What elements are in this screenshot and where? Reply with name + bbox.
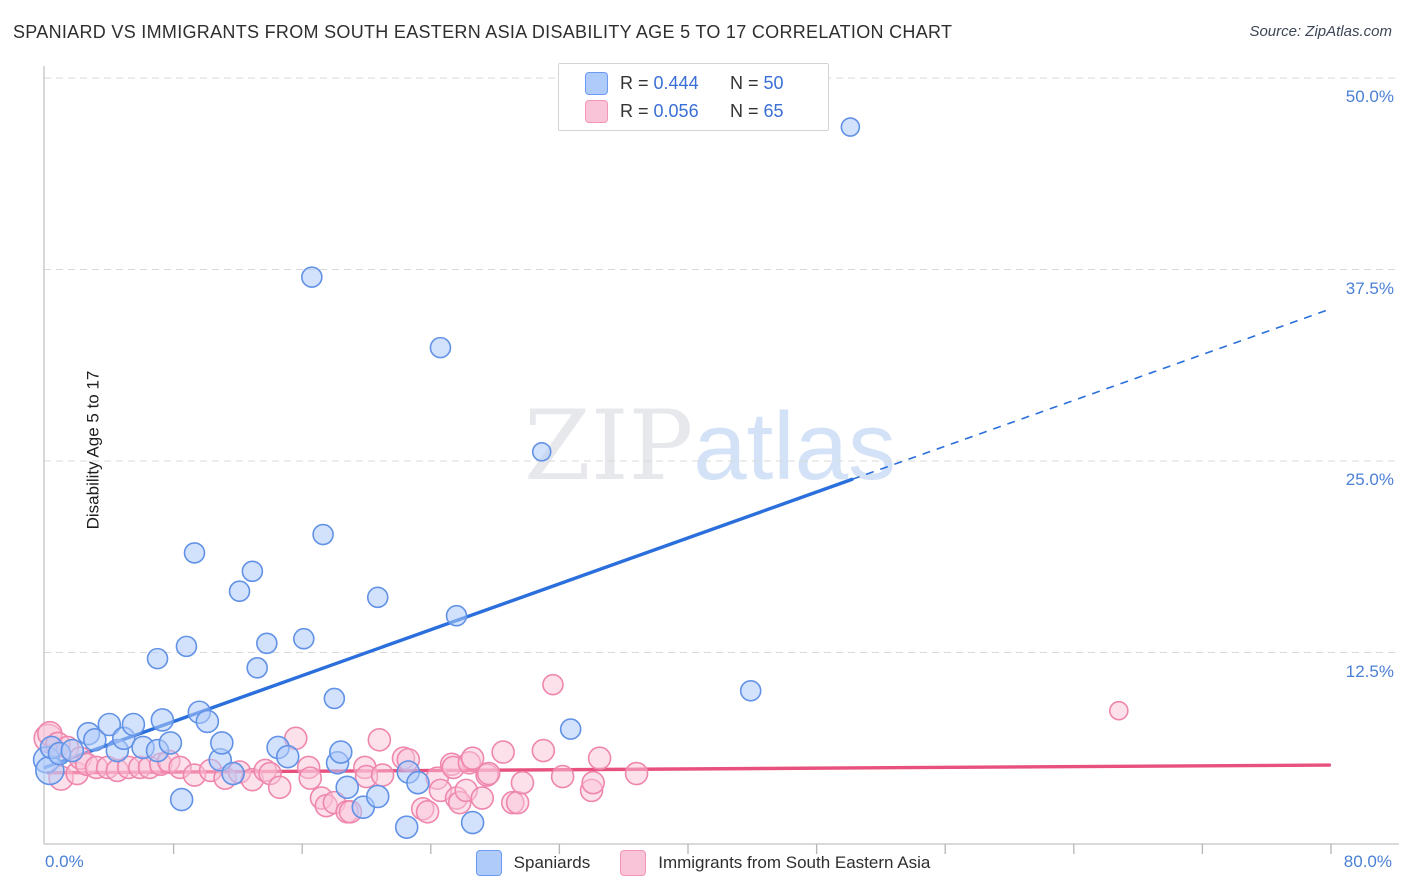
scatter-point-immigrants[interactable] [587,746,612,771]
scatter-point-immigrants[interactable] [542,673,564,696]
scatter-point-immigrants[interactable] [550,764,575,789]
scatter-point-spaniards[interactable] [150,708,175,732]
scatter-point-spaniards[interactable] [175,635,198,658]
scatter-point-spaniards[interactable] [183,542,206,564]
scatter-point-immigrants[interactable] [531,738,556,763]
scatter-point-spaniards[interactable] [328,740,353,764]
scatter-point-spaniards[interactable] [840,117,861,137]
series-legend: Spaniards Immigrants from South Eastern … [0,850,1406,876]
scatter-point-immigrants[interactable] [267,775,292,800]
scatter-point-spaniards[interactable] [406,770,430,795]
scatter-point-spaniards[interactable] [221,761,245,786]
scatter-point-immigrants[interactable] [298,766,323,790]
legend-row-immigrants: R = 0.056 N = 65 [585,99,828,123]
scatter-point-immigrants[interactable] [624,761,649,786]
scatter-point-immigrants[interactable] [367,728,392,752]
scatter-point-spaniards[interactable] [97,712,122,737]
scatter-point-spaniards[interactable] [323,687,346,710]
watermark-zip-text: ZIP [524,390,694,502]
scatter-point-immigrants[interactable] [505,790,530,815]
x-axis-min-label: 0.0% [45,852,84,871]
watermark-atlas-text: atlas [693,393,896,500]
scatter-point-spaniards[interactable] [429,336,452,359]
scatter-point-spaniards[interactable] [228,580,251,603]
immigrants-legend-label: Immigrants from South Eastern Asia [658,853,931,872]
spaniards-trend-line [43,477,854,770]
y-axis-tick-label: 37.5% [1345,278,1394,298]
scatter-point-spaniards[interactable] [146,647,169,670]
scatter-point-immigrants[interactable] [510,770,535,795]
y-axis-tick-label: 12.5% [1345,661,1394,681]
spaniards-trend-extrapolation [851,308,1330,481]
scatter-point-spaniards[interactable] [365,784,390,809]
scatter-point-spaniards[interactable] [293,627,315,650]
scatter-point-immigrants[interactable] [581,770,605,795]
immigrants-legend-swatch-icon [620,850,647,876]
scatter-point-spaniards[interactable] [335,775,360,800]
scatter-point-immigrants[interactable] [476,761,501,786]
scatter-point-immigrants[interactable] [470,786,495,810]
spaniards-legend-label: Spaniards [513,853,591,872]
immigrants-swatch-icon [585,99,608,123]
page-title: SPANIARD VS IMMIGRANTS FROM SOUTH EASTER… [13,22,953,42]
zipatlas-watermark: ZIPatlas [524,398,896,495]
spaniards-legend-swatch-icon [475,850,502,876]
scatter-point-spaniards[interactable] [210,731,234,755]
scatter-point-spaniards[interactable] [460,810,485,835]
spaniards-r-stat: R = 0.444 [620,72,699,93]
scatter-point-immigrants[interactable] [1109,700,1129,721]
scatter-point-spaniards[interactable] [169,787,194,812]
scatter-point-spaniards[interactable] [195,709,220,734]
scatter-point-spaniards[interactable] [83,728,107,752]
scatter-point-spaniards[interactable] [394,815,419,839]
scatter-point-spaniards[interactable] [559,718,582,740]
scatter-point-spaniards[interactable] [158,731,183,755]
immigrants-n-stat: N = 65 [730,100,784,121]
y-axis-tick-label: 50.0% [1345,87,1394,106]
scatter-point-spaniards[interactable] [445,604,468,627]
scatter-point-spaniards[interactable] [301,266,323,288]
scatter-point-spaniards[interactable] [246,657,268,679]
scatter-point-immigrants[interactable] [415,800,440,824]
legend-item-spaniards[interactable]: Spaniards [475,850,591,876]
spaniards-swatch-icon [585,71,608,95]
legend-item-immigrants[interactable]: Immigrants from South Eastern Asia [620,850,930,876]
scatter-point-immigrants[interactable] [370,763,395,787]
source-attribution: Source: ZipAtlas.com [1249,23,1392,40]
immigrants-r-stat: R = 0.056 [620,100,699,121]
spaniards-n-stat: N = 50 [730,72,784,93]
scatter-point-spaniards[interactable] [256,632,278,655]
x-axis-max-label: 80.0% [1343,852,1392,871]
y-axis-tick-label: 25.0% [1345,470,1394,489]
scatter-point-spaniards[interactable] [531,442,552,462]
scatter-point-spaniards[interactable] [366,586,389,609]
scatter-point-spaniards[interactable] [312,523,334,546]
scatter-point-spaniards[interactable] [739,679,762,702]
scatter-point-immigrants[interactable] [491,740,515,764]
legend-row-spaniards: R = 0.444 N = 50 [585,71,828,95]
scatter-point-spaniards[interactable] [60,738,85,763]
scatter-point-immigrants[interactable] [460,746,485,771]
correlation-stats-legend: R = 0.444 N = 50 R = 0.056 N = 65 [558,63,829,131]
scatter-point-spaniards[interactable] [121,712,146,737]
scatter-point-spaniards[interactable] [275,744,300,769]
scatter-point-spaniards[interactable] [241,560,264,583]
